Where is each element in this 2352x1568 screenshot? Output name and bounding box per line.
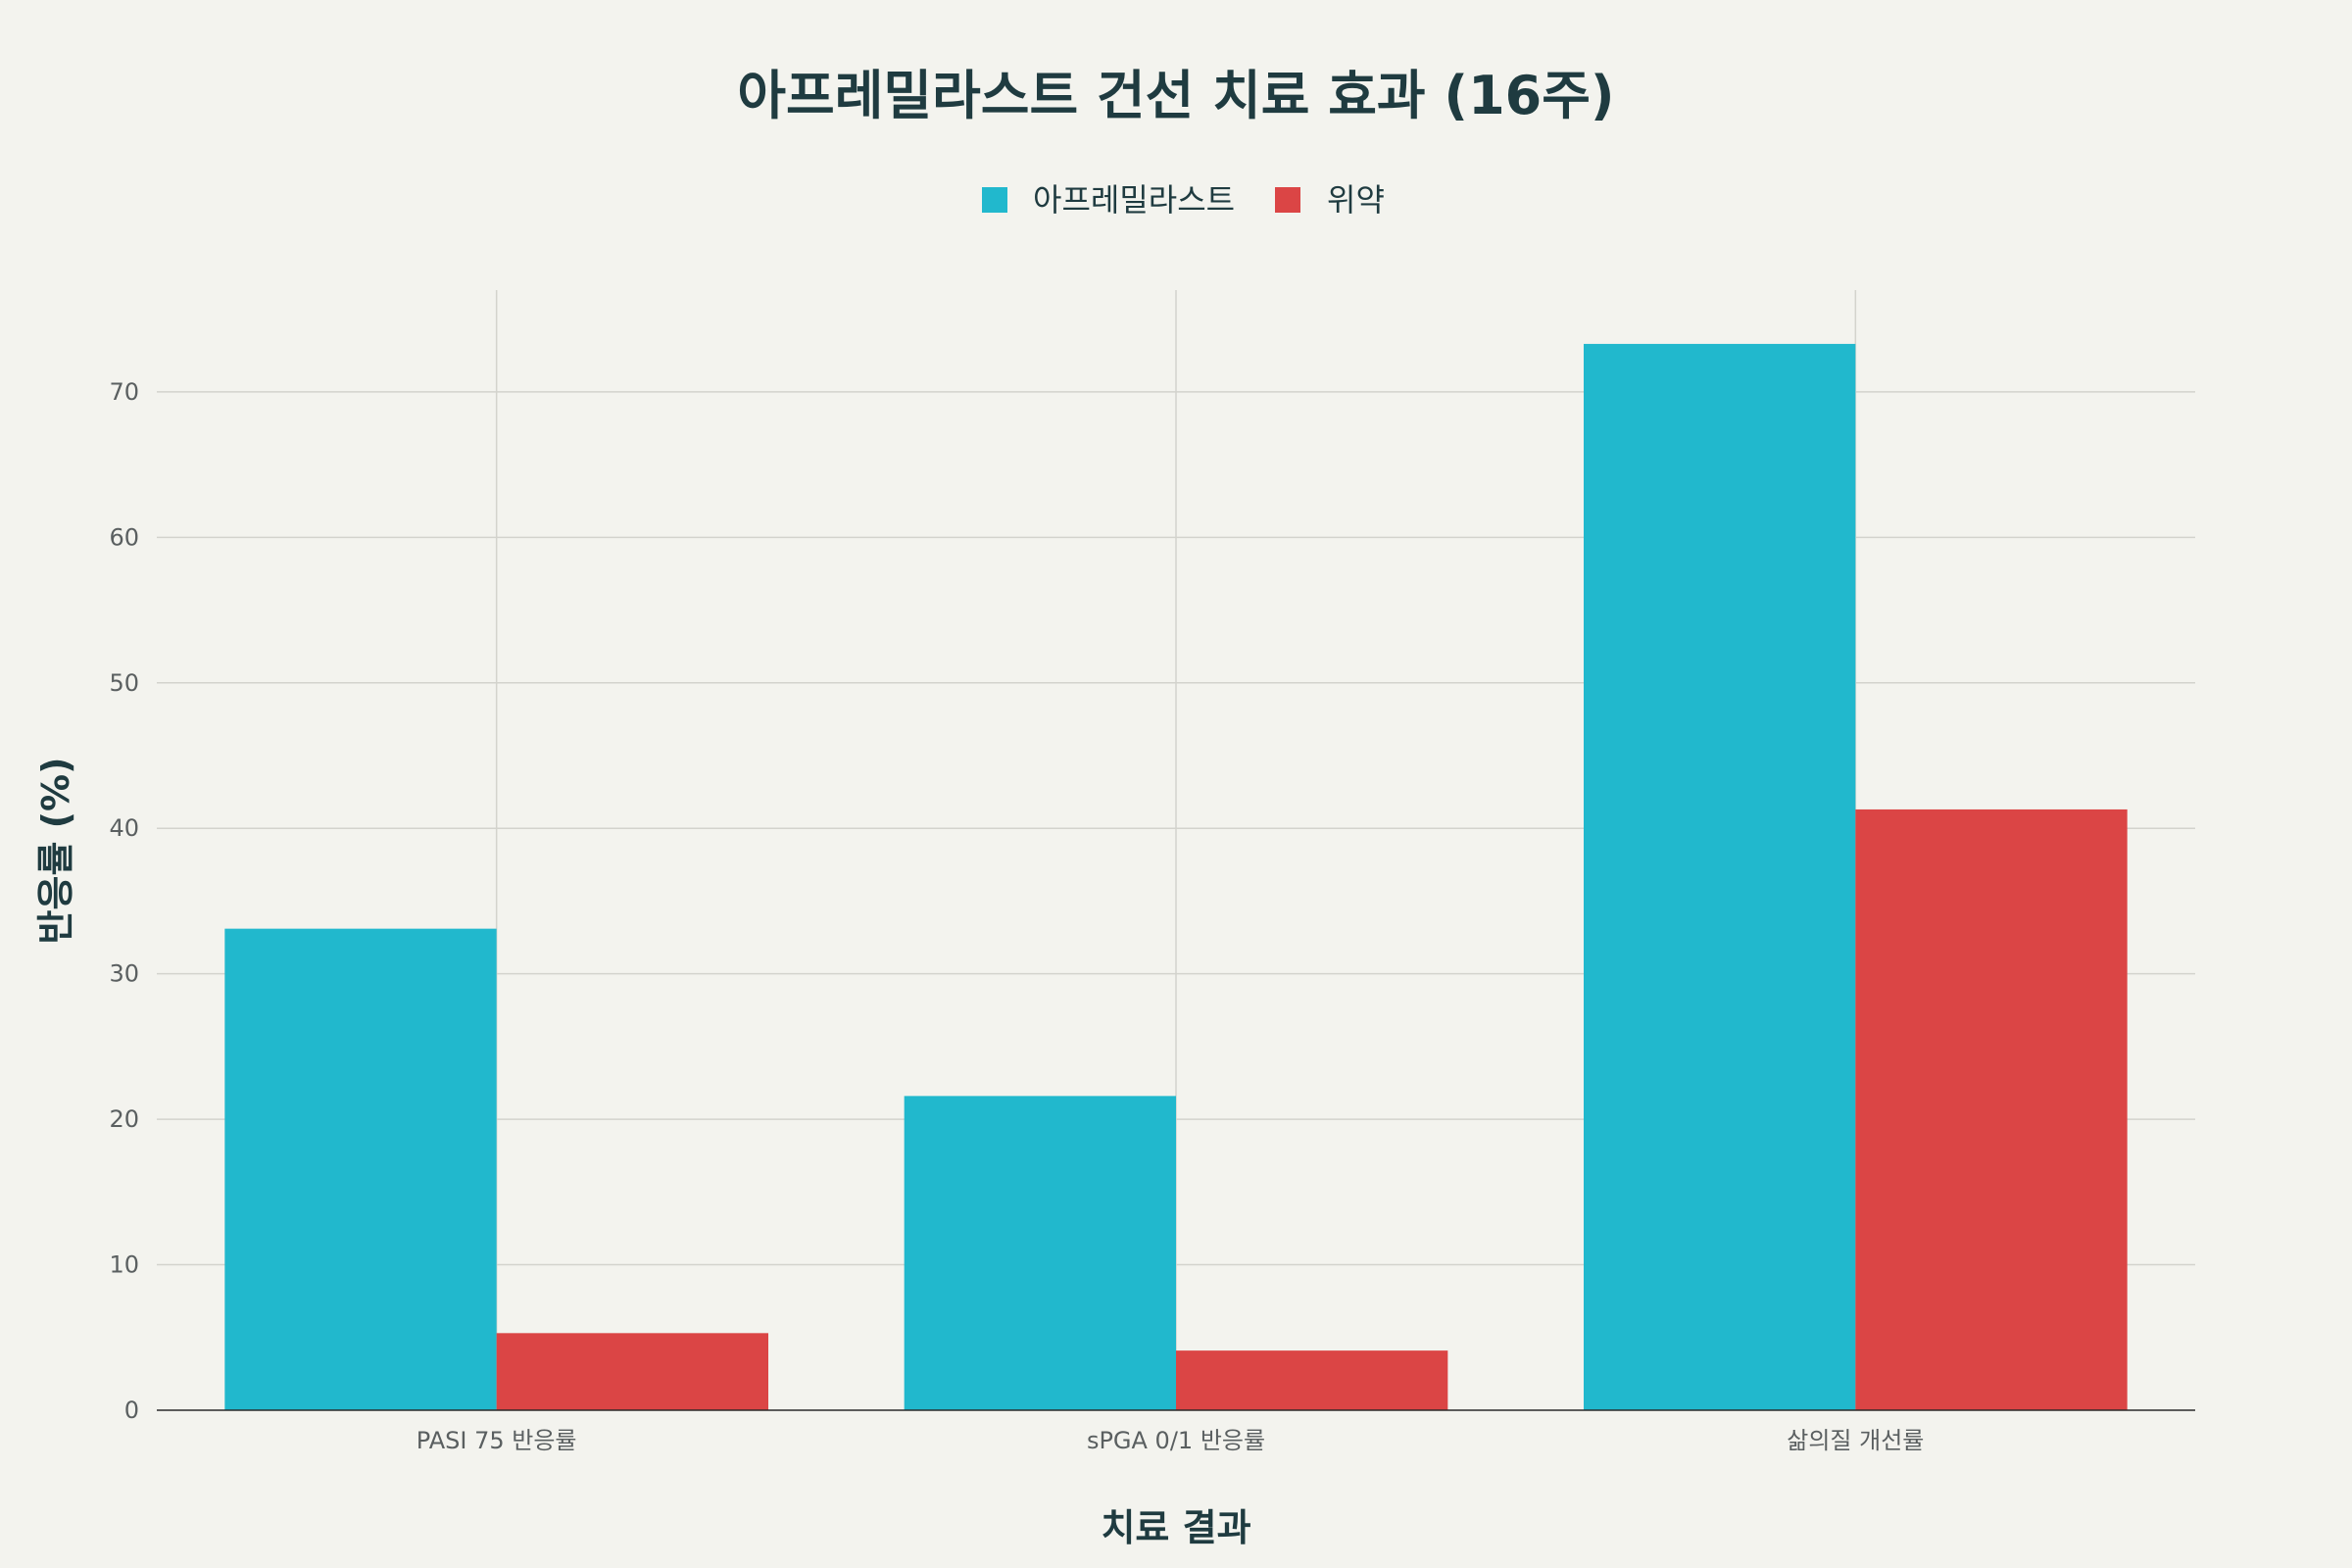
legend-label-placebo: 위약 <box>1327 181 1385 219</box>
y-tick-label: 50 <box>109 669 139 697</box>
bar-apremilast <box>1584 343 1856 1411</box>
y-axis-title: 반응률 (%) <box>34 758 77 945</box>
y-tick-label: 20 <box>109 1105 139 1133</box>
bar-placebo <box>496 1333 768 1410</box>
y-tick-label: 0 <box>124 1396 139 1424</box>
legend-swatch-placebo <box>1275 187 1300 213</box>
axes: 0 10 20 30 40 50 60 70 PASI 75 반응률 sPGA 0/1 반응률 삶의… <box>109 378 2195 1454</box>
x-tick-label: sPGA 0/1 반응률 <box>1087 1427 1265 1454</box>
x-tick-label: 삶의질 개선률 <box>1787 1427 1924 1454</box>
bar-placebo <box>1855 808 2128 1410</box>
legend-swatch-apremilast <box>982 187 1007 213</box>
y-tick-label: 30 <box>109 960 139 988</box>
legend: 아프레밀라스트 위약 <box>982 181 1385 219</box>
y-tick-label: 60 <box>109 523 139 551</box>
x-axis-title: 치료 결과 <box>1101 1506 1250 1549</box>
y-tick-label: 40 <box>109 814 139 842</box>
bar-apremilast <box>904 1096 1176 1410</box>
legend-label-apremilast: 아프레밀라스트 <box>1033 181 1235 219</box>
bar-apremilast <box>224 928 497 1410</box>
chart-title: 아프레밀라스트 건선 치료 효과 (16주) <box>737 65 1614 126</box>
y-tick-label: 70 <box>109 378 139 406</box>
bar-placebo <box>1176 1350 1448 1410</box>
y-tick-label: 10 <box>109 1251 139 1279</box>
x-tick-label: PASI 75 반응률 <box>416 1427 577 1454</box>
bars <box>224 343 2128 1411</box>
